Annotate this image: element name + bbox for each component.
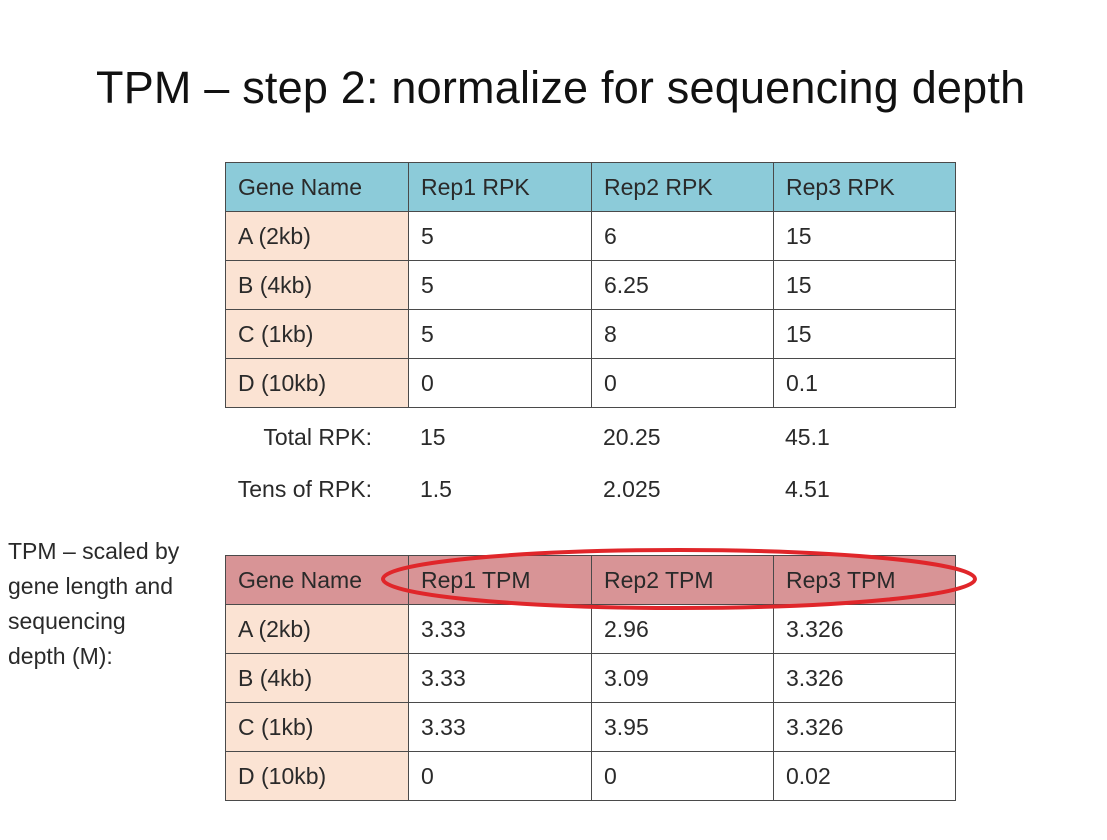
table-row: D (10kb) 0 0 0.1	[225, 358, 956, 408]
slide-title: TPM – step 2: normalize for sequencing d…	[96, 62, 1026, 113]
rep3-rpk-cell: 15	[773, 260, 956, 310]
table-row: C (1kb) 3.33 3.95 3.326	[225, 702, 956, 752]
rpk-header-rep1: Rep1 RPK	[408, 162, 592, 212]
gene-name-cell: A (2kb)	[225, 211, 409, 261]
rep1-tpm-cell: 3.33	[408, 604, 592, 654]
rep1-rpk-cell: 5	[408, 211, 592, 261]
tens-of-rpk-rep1: 1.5	[420, 476, 452, 502]
rep3-tpm-cell: 3.326	[773, 604, 956, 654]
rep1-tpm-cell: 3.33	[408, 702, 592, 752]
tpm-header-rep1: Rep1 TPM	[408, 555, 592, 605]
tpm-header-gene-name: Gene Name	[225, 555, 409, 605]
rpk-table: Gene Name Rep1 RPK Rep2 RPK Rep3 RPK A (…	[225, 162, 956, 408]
rpk-header-rep2: Rep2 RPK	[591, 162, 774, 212]
rep3-rpk-cell: 15	[773, 211, 956, 261]
rep1-tpm-cell: 3.33	[408, 653, 592, 703]
tens-of-rpk-label: Tens of RPK:	[237, 476, 372, 502]
rep2-tpm-cell: 3.95	[591, 702, 774, 752]
rep3-rpk-cell: 15	[773, 309, 956, 359]
table-row: A (2kb) 3.33 2.96 3.326	[225, 604, 956, 654]
total-rpk-rep1: 15	[420, 424, 446, 450]
gene-name-cell: C (1kb)	[225, 702, 409, 752]
tpm-side-label-line: TPM – scaled by	[8, 538, 180, 564]
gene-name-cell: A (2kb)	[225, 604, 409, 654]
rep1-rpk-cell: 5	[408, 260, 592, 310]
tpm-table: Gene Name Rep1 TPM Rep2 TPM Rep3 TPM A (…	[225, 555, 956, 801]
table-row: D (10kb) 0 0 0.02	[225, 751, 956, 801]
gene-name-cell: D (10kb)	[225, 751, 409, 801]
total-rpk-row: Total RPK: 15 20.25 45.1	[0, 424, 1107, 454]
rep3-tpm-cell: 3.326	[773, 653, 956, 703]
rep1-rpk-cell: 5	[408, 309, 592, 359]
table-row: C (1kb) 5 8 15	[225, 309, 956, 359]
rpk-header-rep3: Rep3 RPK	[773, 162, 956, 212]
rep3-tpm-cell: 0.02	[773, 751, 956, 801]
rep3-rpk-cell: 0.1	[773, 358, 956, 408]
rep2-tpm-cell: 2.96	[591, 604, 774, 654]
rpk-header-row: Gene Name Rep1 RPK Rep2 RPK Rep3 RPK	[225, 162, 956, 212]
rep2-rpk-cell: 8	[591, 309, 774, 359]
rep1-tpm-cell: 0	[408, 751, 592, 801]
tens-of-rpk-rep3: 4.51	[785, 476, 830, 502]
rep2-tpm-cell: 3.09	[591, 653, 774, 703]
tens-of-rpk-rep2: 2.025	[603, 476, 661, 502]
tpm-side-label-line: depth (M):	[8, 643, 113, 669]
gene-name-cell: B (4kb)	[225, 653, 409, 703]
tpm-header-rep2: Rep2 TPM	[591, 555, 774, 605]
total-rpk-rep3: 45.1	[785, 424, 830, 450]
table-row: A (2kb) 5 6 15	[225, 211, 956, 261]
tpm-side-label-line: gene length and	[8, 573, 173, 599]
table-row: B (4kb) 3.33 3.09 3.326	[225, 653, 956, 703]
tpm-side-label-line: sequencing	[8, 608, 126, 634]
rep2-rpk-cell: 0	[591, 358, 774, 408]
gene-name-cell: C (1kb)	[225, 309, 409, 359]
rep2-rpk-cell: 6.25	[591, 260, 774, 310]
gene-name-cell: B (4kb)	[225, 260, 409, 310]
tpm-header-rep3: Rep3 TPM	[773, 555, 956, 605]
total-rpk-label: Total RPK:	[263, 424, 372, 450]
rep1-rpk-cell: 0	[408, 358, 592, 408]
gene-name-cell: D (10kb)	[225, 358, 409, 408]
table-row: B (4kb) 5 6.25 15	[225, 260, 956, 310]
total-rpk-rep2: 20.25	[603, 424, 661, 450]
rep3-tpm-cell: 3.326	[773, 702, 956, 752]
tpm-side-label: TPM – scaled by gene length and sequenci…	[8, 534, 213, 674]
rep2-rpk-cell: 6	[591, 211, 774, 261]
tens-of-rpk-row: Tens of RPK: 1.5 2.025 4.51	[0, 476, 1107, 506]
tpm-header-row: Gene Name Rep1 TPM Rep2 TPM Rep3 TPM	[225, 555, 956, 605]
rep2-tpm-cell: 0	[591, 751, 774, 801]
rpk-header-gene-name: Gene Name	[225, 162, 409, 212]
